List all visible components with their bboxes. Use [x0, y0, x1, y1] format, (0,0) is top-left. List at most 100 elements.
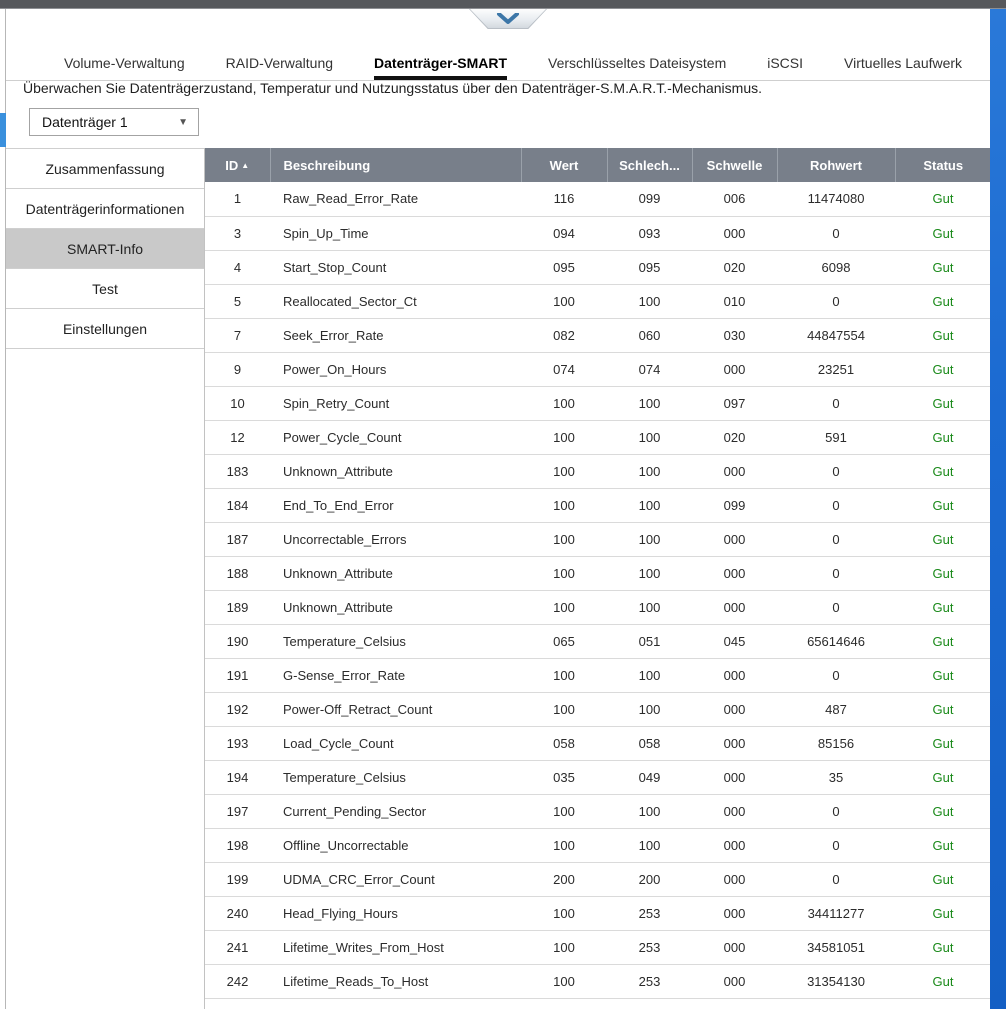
column-header-schlechtester[interactable]: Schlech... — [606, 148, 692, 182]
table-row: 199 UDMA_CRC_Error_Count 200 200 000 0 Gut — [205, 862, 991, 897]
sidebar-item-einstellungen[interactable]: Einstellungen — [6, 309, 204, 349]
cell-id: 242 — [205, 964, 270, 999]
column-header-beschreibung[interactable]: Beschreibung — [269, 148, 521, 182]
smart-panel-window: Volume-Verwaltung RAID-Verwaltung Datent… — [5, 9, 991, 1009]
cell-threshold: 097 — [692, 386, 777, 421]
cell-threshold: 006 — [692, 182, 777, 217]
cell-raw-value: 11474080 — [777, 182, 895, 217]
cell-worst: 100 — [607, 794, 692, 829]
table-row: 187 Uncorrectable_Errors 100 100 000 0 Gut — [205, 522, 991, 557]
page-description: Überwachen Sie Datenträgerzustand, Tempe… — [23, 80, 762, 96]
cell-value: 082 — [521, 318, 607, 353]
collapse-panel-button[interactable] — [469, 9, 547, 29]
cell-value: 100 — [521, 794, 607, 829]
cell-threshold: 020 — [692, 420, 777, 455]
cell-value: 100 — [521, 692, 607, 727]
cell-status: Gut — [895, 624, 991, 659]
cell-id: 191 — [205, 658, 270, 693]
cell-id: 3 — [205, 216, 270, 251]
cell-value: 065 — [521, 624, 607, 659]
cell-value: 100 — [521, 896, 607, 931]
table-header-row: ID ▲ Beschreibung Wert Schlech... Schwell… — [205, 148, 991, 182]
table-row: 194 Temperature_Celsius 035 049 000 35 Gut — [205, 760, 991, 795]
table-row: 188 Unknown_Attribute 100 100 000 0 Gut — [205, 556, 991, 591]
cell-id: 189 — [205, 590, 270, 625]
cell-description: Current_Pending_Sector — [270, 794, 521, 829]
cell-status: Gut — [895, 182, 991, 217]
column-header-id[interactable]: ID ▲ — [205, 148, 270, 182]
cell-id: 199 — [205, 862, 270, 897]
sidebar-item-test[interactable]: Test — [6, 269, 204, 309]
table-row: 183 Unknown_Attribute 100 100 000 0 Gut — [205, 454, 991, 489]
cell-worst: 058 — [607, 726, 692, 761]
disk-selector[interactable]: Datenträger 1 ▼ — [29, 108, 199, 136]
cell-worst: 200 — [607, 862, 692, 897]
cell-raw-value: 34411277 — [777, 896, 895, 931]
cell-description: Reallocated_Sector_Ct — [270, 284, 521, 319]
cell-description: Unknown_Attribute — [270, 454, 521, 489]
cell-status: Gut — [895, 828, 991, 863]
cell-description: End_To_End_Error — [270, 488, 521, 523]
cell-value: 095 — [521, 250, 607, 285]
cell-value: 100 — [521, 930, 607, 965]
table-row: 1 Raw_Read_Error_Rate 116 099 006 11474080 Gut — [205, 182, 991, 217]
cell-worst: 100 — [607, 522, 692, 557]
tab-verschluesseltes-dateisystem[interactable]: Verschlüsseltes Dateisystem — [548, 55, 727, 71]
smart-attributes-table: ID ▲ Beschreibung Wert Schlech... Schwell… — [204, 148, 991, 1009]
column-header-status[interactable]: Status — [894, 148, 991, 182]
cell-raw-value: 44847554 — [777, 318, 895, 353]
cell-worst: 253 — [607, 896, 692, 931]
table-row: 12 Power_Cycle_Count 100 100 020 591 Gut — [205, 420, 991, 455]
cell-threshold: 020 — [692, 250, 777, 285]
cell-status: Gut — [895, 590, 991, 625]
cell-worst: 100 — [607, 692, 692, 727]
cell-status: Gut — [895, 692, 991, 727]
cell-id: 10 — [205, 386, 270, 421]
cell-threshold: 000 — [692, 862, 777, 897]
cell-worst: 100 — [607, 488, 692, 523]
section-sidebar: Zusammenfassung Datenträgerinformationen… — [6, 148, 204, 349]
sidebar-item-datentraegerinformationen[interactable]: Datenträgerinformationen — [6, 189, 204, 229]
tab-virtuelles-laufwerk[interactable]: Virtuelles Laufwerk — [844, 55, 963, 71]
cell-id: 194 — [205, 760, 270, 795]
column-header-wert[interactable]: Wert — [520, 148, 607, 182]
sidebar-item-zusammenfassung[interactable]: Zusammenfassung — [6, 149, 204, 189]
cell-description: Offline_Uncorrectable — [270, 828, 521, 863]
cell-threshold: 000 — [692, 590, 777, 625]
cell-id: 184 — [205, 488, 270, 523]
cell-description: Spin_Up_Time — [270, 216, 521, 251]
cell-id: 187 — [205, 522, 270, 557]
cell-raw-value: 0 — [777, 828, 895, 863]
tab-volume-verwaltung[interactable]: Volume-Verwaltung — [64, 55, 185, 71]
column-header-schwelle[interactable]: Schwelle — [691, 148, 777, 182]
cell-worst: 074 — [607, 352, 692, 387]
table-row: 3 Spin_Up_Time 094 093 000 0 Gut — [205, 216, 991, 251]
cell-id: 12 — [205, 420, 270, 455]
cell-description: Lifetime_Writes_From_Host — [270, 930, 521, 965]
cell-status: Gut — [895, 284, 991, 319]
tab-raid-verwaltung[interactable]: RAID-Verwaltung — [225, 55, 334, 71]
table-row: 190 Temperature_Celsius 065 051 045 65614646 G… — [205, 624, 991, 659]
tab-datentraeger-smart[interactable]: Datenträger-SMART — [374, 50, 508, 80]
cell-raw-value: 0 — [777, 794, 895, 829]
cell-status: Gut — [895, 930, 991, 965]
cell-worst: 099 — [607, 182, 692, 217]
cell-description: Temperature_Celsius — [270, 760, 521, 795]
cell-worst: 060 — [607, 318, 692, 353]
cell-description: G-Sense_Error_Rate — [270, 658, 521, 693]
cell-raw-value: 0 — [777, 284, 895, 319]
cell-value: 100 — [521, 454, 607, 489]
cell-description: Unknown_Attribute — [270, 590, 521, 625]
cell-value: 074 — [521, 352, 607, 387]
smart-table-body: 1 Raw_Read_Error_Rate 116 099 006 11474080 Gut… — [205, 182, 991, 999]
column-header-rohwert[interactable]: Rohwert — [776, 148, 895, 182]
tab-iscsi[interactable]: iSCSI — [767, 55, 804, 71]
sidebar-item-smart-info[interactable]: SMART-Info — [6, 229, 204, 269]
cell-description: Power_Cycle_Count — [270, 420, 521, 455]
cell-status: Gut — [895, 250, 991, 285]
cell-threshold: 000 — [692, 522, 777, 557]
cell-status: Gut — [895, 216, 991, 251]
cell-id: 190 — [205, 624, 270, 659]
cell-worst: 100 — [607, 284, 692, 319]
cell-id: 1 — [205, 182, 270, 217]
